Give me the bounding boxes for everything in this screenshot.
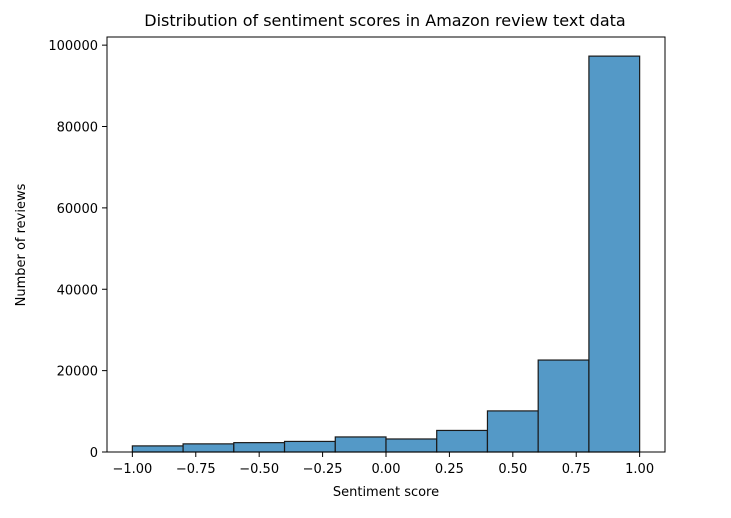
histogram-bar bbox=[537, 359, 590, 453]
x-tick-label: 0.00 bbox=[372, 462, 401, 477]
y-axis-label: Number of reviews bbox=[14, 183, 29, 306]
y-tick-label: 80000 bbox=[57, 121, 98, 136]
histogram-bar bbox=[131, 445, 184, 453]
y-tick-label: 100000 bbox=[48, 39, 98, 54]
histogram-bar bbox=[436, 429, 489, 453]
y-tick-label: 60000 bbox=[57, 202, 98, 217]
x-tick-label: 0.25 bbox=[435, 462, 464, 477]
bars-group bbox=[131, 55, 641, 453]
y-axis-ticks: 0 20000 40000 60000 80000 100000 bbox=[48, 39, 107, 461]
plot-frame bbox=[106, 36, 666, 453]
histogram-bar bbox=[334, 436, 387, 453]
x-tick-label: −0.50 bbox=[239, 462, 279, 477]
x-tick-label: 0.50 bbox=[498, 462, 527, 477]
y-tick-label: 40000 bbox=[57, 283, 98, 298]
histogram-bar bbox=[486, 410, 539, 453]
x-tick-label: 1.00 bbox=[625, 462, 654, 477]
x-tick-label: 0.75 bbox=[562, 462, 591, 477]
x-axis-ticks: −1.00 −0.75 −0.50 −0.25 0.00 0.25 0.50 0.75 1.00 bbox=[112, 452, 654, 477]
histogram-bar bbox=[283, 440, 336, 453]
y-tick-label: 0 bbox=[90, 446, 98, 461]
chart-title: Distribution of sentiment scores in Amaz… bbox=[144, 11, 625, 30]
x-tick-label: −0.75 bbox=[176, 462, 216, 477]
y-tick-label: 20000 bbox=[57, 365, 98, 380]
histogram-bar bbox=[182, 443, 235, 453]
histogram-bar bbox=[385, 438, 438, 453]
x-axis-label: Sentiment score bbox=[333, 485, 439, 500]
x-tick-label: −1.00 bbox=[112, 462, 152, 477]
x-tick-label: −0.25 bbox=[303, 462, 343, 477]
histogram-bar bbox=[233, 442, 286, 453]
histogram-bar bbox=[588, 55, 641, 453]
